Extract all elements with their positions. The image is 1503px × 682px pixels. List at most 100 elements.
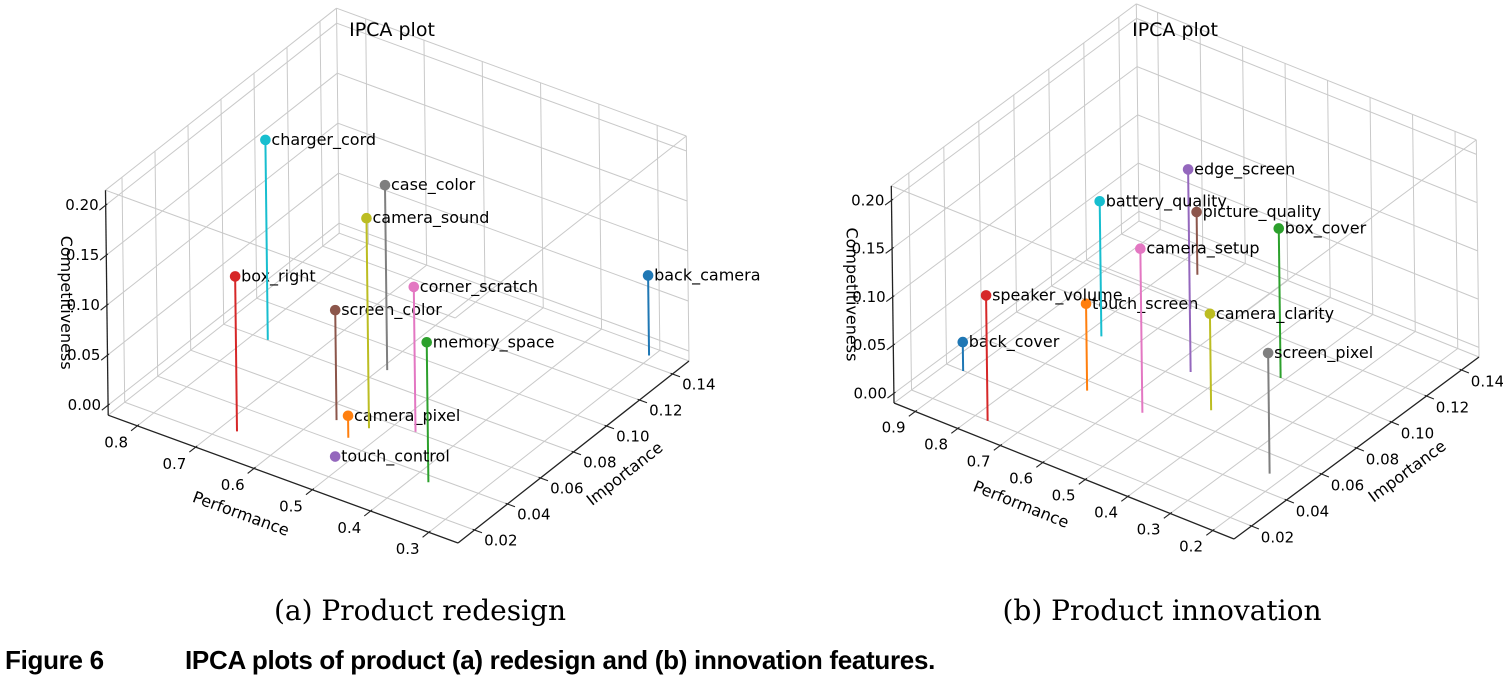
stem-box_cover xyxy=(1277,228,1282,379)
dot-camera_clarity xyxy=(1204,308,1216,320)
grid-line xyxy=(540,82,544,308)
point-label-box_right: box_right xyxy=(241,266,316,286)
importance-axis-label: Importance xyxy=(1365,436,1450,506)
performance-tick-label: 0.3 xyxy=(1137,521,1161,539)
performance-tick-label: 0.6 xyxy=(221,476,245,494)
grid-line xyxy=(1242,46,1246,264)
importance-tick-label: 0.06 xyxy=(550,480,583,498)
importance-tick xyxy=(1284,498,1295,504)
subcaption-product-innovation: (b) Product innovation xyxy=(1002,594,1322,627)
dot-back_camera xyxy=(642,270,654,281)
importance-tick xyxy=(637,398,648,404)
competitiveness-tick-label: 0.15 xyxy=(66,246,99,264)
performance-tick-label: 0.9 xyxy=(882,419,906,437)
importance-tick xyxy=(604,424,615,430)
grid-line xyxy=(978,120,982,339)
dot-memory_space xyxy=(421,336,433,348)
performance-tick-label: 0.5 xyxy=(279,497,303,515)
importance-tick xyxy=(1354,446,1365,452)
competitiveness-axis-line xyxy=(104,190,109,416)
plot-title: IPCA plot xyxy=(349,19,435,41)
importance-tick-label: 0.04 xyxy=(1296,502,1329,520)
point-label-edge_screen: edge_screen xyxy=(1194,159,1295,179)
importance-tick xyxy=(670,372,681,378)
importance-tick xyxy=(505,502,516,508)
importance-tick xyxy=(538,476,549,482)
grid-line xyxy=(1086,259,1427,397)
dot-box_cover xyxy=(1273,223,1285,234)
importance-tick-label: 0.02 xyxy=(484,532,517,550)
competitiveness-tick xyxy=(100,353,110,361)
performance-tick-label: 0.4 xyxy=(1094,504,1118,522)
importance-tick xyxy=(1319,472,1330,478)
grid-line xyxy=(908,172,912,391)
grid-line xyxy=(253,73,258,299)
grid-line xyxy=(1083,42,1087,261)
grid-line xyxy=(256,297,607,427)
competitiveness-tick xyxy=(885,295,895,303)
grid-line xyxy=(891,66,1138,250)
competitiveness-tick xyxy=(887,391,896,399)
pane-edge xyxy=(1475,139,1480,358)
importance-tick-label: 0.08 xyxy=(583,454,616,472)
dot-case_color xyxy=(379,179,391,191)
performance-tick xyxy=(247,466,256,474)
performance-tick xyxy=(189,445,198,453)
stem-edge_screen xyxy=(1187,169,1192,373)
grid-line xyxy=(1118,16,1122,235)
grid-line xyxy=(365,18,369,244)
pane-edge xyxy=(339,232,690,362)
point-label-screen_pixel: screen_pixel xyxy=(1274,343,1373,363)
competitiveness-tick xyxy=(886,343,896,351)
stem-speaker_volume xyxy=(985,295,989,421)
performance-tick xyxy=(1036,460,1045,468)
grid-line xyxy=(892,114,1138,298)
grid-line xyxy=(157,375,508,505)
dot-screen_color xyxy=(329,304,341,316)
grid-line xyxy=(893,210,1140,394)
grid-line xyxy=(1138,162,1479,300)
grid-line xyxy=(598,104,603,330)
performance-tick xyxy=(130,424,140,432)
grid-line xyxy=(1051,285,1392,423)
grid-line xyxy=(891,17,1137,201)
grid-line xyxy=(220,99,225,325)
competitiveness-axis-line xyxy=(890,185,895,404)
grid-line xyxy=(338,222,690,352)
pane-edge xyxy=(1136,3,1477,141)
grid-line xyxy=(1199,29,1204,247)
performance-tick-label: 0.7 xyxy=(163,455,187,473)
dot-speaker_volume xyxy=(980,290,992,301)
performance-tick-label: 0.8 xyxy=(104,434,128,452)
pane-edge xyxy=(336,8,340,234)
grid-line xyxy=(121,177,126,403)
competitiveness-tick xyxy=(100,303,109,311)
performance-tick xyxy=(993,443,1003,451)
stem-camera_sound xyxy=(365,218,370,429)
grid-line xyxy=(1284,63,1289,281)
dot-camera_setup xyxy=(1135,243,1146,254)
performance-tick xyxy=(1206,528,1215,536)
performance-tick xyxy=(363,509,373,517)
grid-line xyxy=(1121,233,1462,371)
grid-line xyxy=(1013,94,1017,313)
performance-tick xyxy=(908,409,918,417)
pane-edge xyxy=(454,135,687,319)
competitiveness-tick xyxy=(884,198,894,206)
grid-line xyxy=(1369,97,1374,315)
importance-tick-label: 0.02 xyxy=(1261,528,1294,546)
grid-line xyxy=(1048,68,1052,287)
grid-line xyxy=(1327,80,1331,298)
importance-tick-label: 0.04 xyxy=(517,506,550,524)
point-label-picture_quality: picture_quality xyxy=(1203,202,1322,222)
importance-tick-label: 0.12 xyxy=(1436,398,1469,416)
point-label-memory_space: memory_space xyxy=(433,332,555,352)
point-label-camera_clarity: camera_clarity xyxy=(1216,304,1334,324)
grid-line xyxy=(106,122,339,306)
performance-tick-label: 0.5 xyxy=(1052,487,1076,505)
grid-line xyxy=(943,146,947,365)
grid-line xyxy=(338,172,689,302)
grid-line xyxy=(423,40,428,266)
grid-line xyxy=(1157,12,1161,230)
